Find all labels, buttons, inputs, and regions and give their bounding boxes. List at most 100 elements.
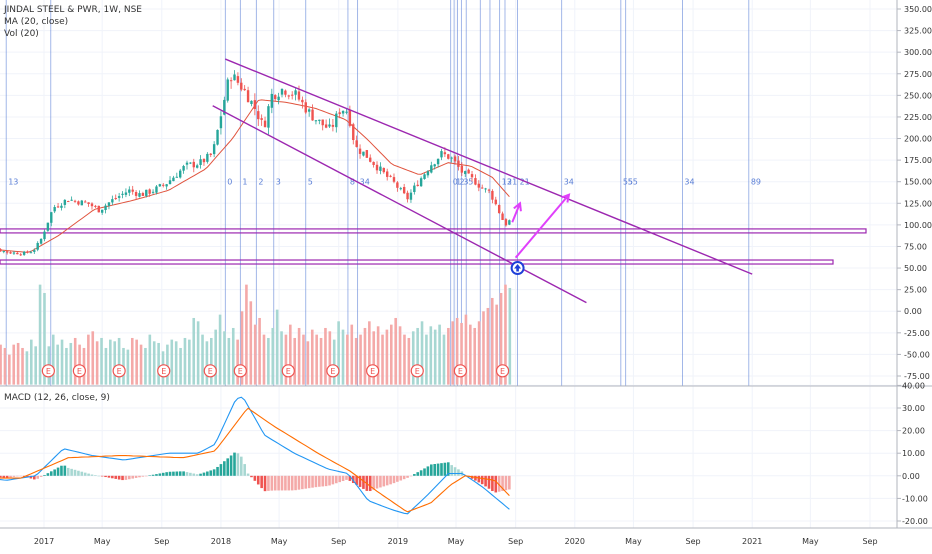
ma-legend[interactable]: MA (20, close) bbox=[4, 17, 69, 27]
macd-histogram-bar bbox=[250, 475, 253, 478]
volume-bar bbox=[205, 341, 209, 385]
time-tick-label: May bbox=[802, 537, 819, 546]
candle-body bbox=[128, 189, 131, 193]
candle-body bbox=[9, 252, 12, 254]
volume-bar bbox=[328, 331, 332, 385]
volume-bar bbox=[482, 311, 485, 385]
macd-histogram-bar bbox=[223, 461, 226, 476]
candle-body bbox=[504, 219, 508, 226]
macd-histogram-bar bbox=[117, 475, 121, 480]
candle-body bbox=[151, 191, 155, 193]
candle-body bbox=[246, 90, 250, 103]
candle-body bbox=[467, 169, 470, 174]
volume-bar bbox=[372, 331, 376, 385]
volume-bar bbox=[236, 339, 239, 385]
macd-histogram-bar bbox=[114, 475, 118, 479]
macd-histogram-bar bbox=[351, 475, 355, 483]
candle-body bbox=[67, 201, 70, 203]
candle-body bbox=[335, 113, 338, 128]
volume-bar bbox=[275, 309, 279, 385]
candle-body bbox=[307, 109, 311, 112]
candle-body bbox=[39, 238, 43, 244]
projection-arrow bbox=[511, 202, 521, 223]
earnings-marker-label: E bbox=[286, 367, 291, 376]
candle-body bbox=[477, 183, 481, 188]
macd-histogram-bar bbox=[199, 473, 202, 476]
fib-zone-label: 0 bbox=[227, 177, 232, 186]
macd-histogram-bar bbox=[226, 458, 230, 476]
candle-body bbox=[338, 112, 341, 115]
candle-body bbox=[409, 192, 413, 200]
volume-bar bbox=[126, 349, 130, 385]
projection-arrows bbox=[510, 193, 571, 276]
volume-bar bbox=[354, 337, 358, 385]
price-tick-label: 125.00 bbox=[904, 199, 932, 208]
vol-legend[interactable]: Vol (20) bbox=[4, 29, 39, 39]
volume-bar bbox=[297, 327, 301, 385]
volume-bar bbox=[394, 317, 397, 385]
macd-histogram-bar bbox=[389, 475, 392, 485]
candle-body bbox=[470, 174, 474, 178]
macd-histogram-bar bbox=[151, 474, 155, 476]
symbol-title[interactable]: JINDAL STEEL & PWR, 1W, NSE bbox=[4, 5, 142, 15]
macd-histogram-bar bbox=[158, 473, 162, 476]
macd-histogram-bar bbox=[413, 474, 416, 476]
candle-body bbox=[195, 165, 199, 168]
time-tick-label: Sep bbox=[686, 537, 701, 546]
macd-histogram-bar bbox=[301, 475, 304, 490]
macd-histogram-bar bbox=[73, 469, 77, 476]
fib-zone-label: 21 bbox=[507, 177, 517, 186]
earnings-marker bbox=[72, 364, 86, 378]
macd-histogram-bar bbox=[491, 475, 494, 492]
candle-body bbox=[362, 151, 365, 156]
macd-histogram-bar bbox=[202, 472, 206, 476]
macd-histogram-bar bbox=[128, 475, 131, 480]
macd-histogram-bar bbox=[287, 475, 291, 491]
candle-body bbox=[284, 90, 287, 95]
macd-legend[interactable]: MACD (12, 26, close, 9) bbox=[4, 393, 110, 403]
volume-bar bbox=[407, 337, 411, 385]
volume-bar bbox=[34, 346, 37, 385]
candle-body bbox=[50, 212, 53, 223]
candle-body bbox=[22, 251, 26, 255]
candle-body bbox=[369, 157, 372, 162]
macd-histogram-bar bbox=[440, 463, 443, 476]
macd-histogram-bar bbox=[426, 466, 430, 476]
candle-body bbox=[111, 199, 114, 203]
macd-histogram-bar bbox=[450, 465, 453, 476]
candle-body bbox=[97, 205, 100, 213]
macd-histogram-bar bbox=[484, 475, 487, 487]
macd-histogram-bar bbox=[307, 475, 311, 489]
earnings-marker-label: E bbox=[46, 367, 51, 376]
volume-bar bbox=[341, 329, 345, 385]
candle-body bbox=[226, 79, 229, 101]
price-tick-label: 225.00 bbox=[904, 113, 932, 122]
candle-body bbox=[87, 202, 90, 205]
volume-bar bbox=[231, 327, 235, 385]
candle-body bbox=[494, 199, 497, 205]
volume-bar bbox=[253, 324, 257, 385]
candle-body bbox=[260, 118, 263, 120]
volume-bar bbox=[21, 347, 24, 385]
earnings-marker bbox=[203, 364, 217, 378]
macd-histogram-bar bbox=[138, 475, 141, 478]
volume-bar bbox=[43, 292, 46, 385]
projection-arrow bbox=[514, 194, 570, 259]
volume-bar bbox=[117, 337, 121, 385]
candle-body bbox=[484, 188, 487, 190]
volume-bar bbox=[403, 334, 406, 385]
macd-histogram-bar bbox=[260, 475, 263, 489]
earnings-marker-label: E bbox=[161, 367, 166, 376]
macd-histogram-bar bbox=[36, 475, 39, 479]
macd-histogram-bar bbox=[49, 471, 53, 476]
macd-histogram-bar bbox=[480, 475, 484, 485]
candle-body bbox=[138, 193, 141, 197]
candle-body bbox=[182, 166, 185, 171]
volume-bar bbox=[65, 347, 68, 385]
time-tick-label: May bbox=[448, 537, 465, 546]
time-tick-label: 2017 bbox=[34, 537, 54, 546]
macd-histogram-bar bbox=[379, 475, 382, 488]
macd-histogram-bar bbox=[87, 473, 90, 476]
price-legend: JINDAL STEEL & PWR, 1W, NSE MA (20, clos… bbox=[4, 4, 142, 40]
